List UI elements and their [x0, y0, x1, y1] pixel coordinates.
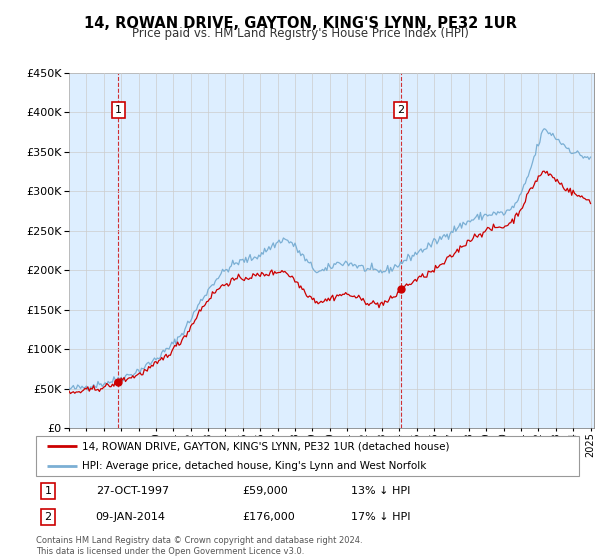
Text: 09-JAN-2014: 09-JAN-2014 [96, 512, 166, 522]
Text: 17% ↓ HPI: 17% ↓ HPI [351, 512, 410, 522]
Text: £59,000: £59,000 [242, 486, 288, 496]
Text: HPI: Average price, detached house, King's Lynn and West Norfolk: HPI: Average price, detached house, King… [82, 461, 427, 471]
Text: 2: 2 [44, 512, 52, 522]
Text: 14, ROWAN DRIVE, GAYTON, KING'S LYNN, PE32 1UR: 14, ROWAN DRIVE, GAYTON, KING'S LYNN, PE… [83, 16, 517, 31]
FancyBboxPatch shape [36, 436, 579, 476]
Text: Price paid vs. HM Land Registry's House Price Index (HPI): Price paid vs. HM Land Registry's House … [131, 27, 469, 40]
Text: £176,000: £176,000 [242, 512, 295, 522]
Text: 1: 1 [115, 105, 122, 115]
Text: 1: 1 [44, 486, 52, 496]
Text: 14, ROWAN DRIVE, GAYTON, KING'S LYNN, PE32 1UR (detached house): 14, ROWAN DRIVE, GAYTON, KING'S LYNN, PE… [82, 441, 449, 451]
Text: 27-OCT-1997: 27-OCT-1997 [96, 486, 169, 496]
Text: Contains HM Land Registry data © Crown copyright and database right 2024.
This d: Contains HM Land Registry data © Crown c… [36, 536, 362, 556]
Text: 2: 2 [397, 105, 404, 115]
Text: 13% ↓ HPI: 13% ↓ HPI [351, 486, 410, 496]
